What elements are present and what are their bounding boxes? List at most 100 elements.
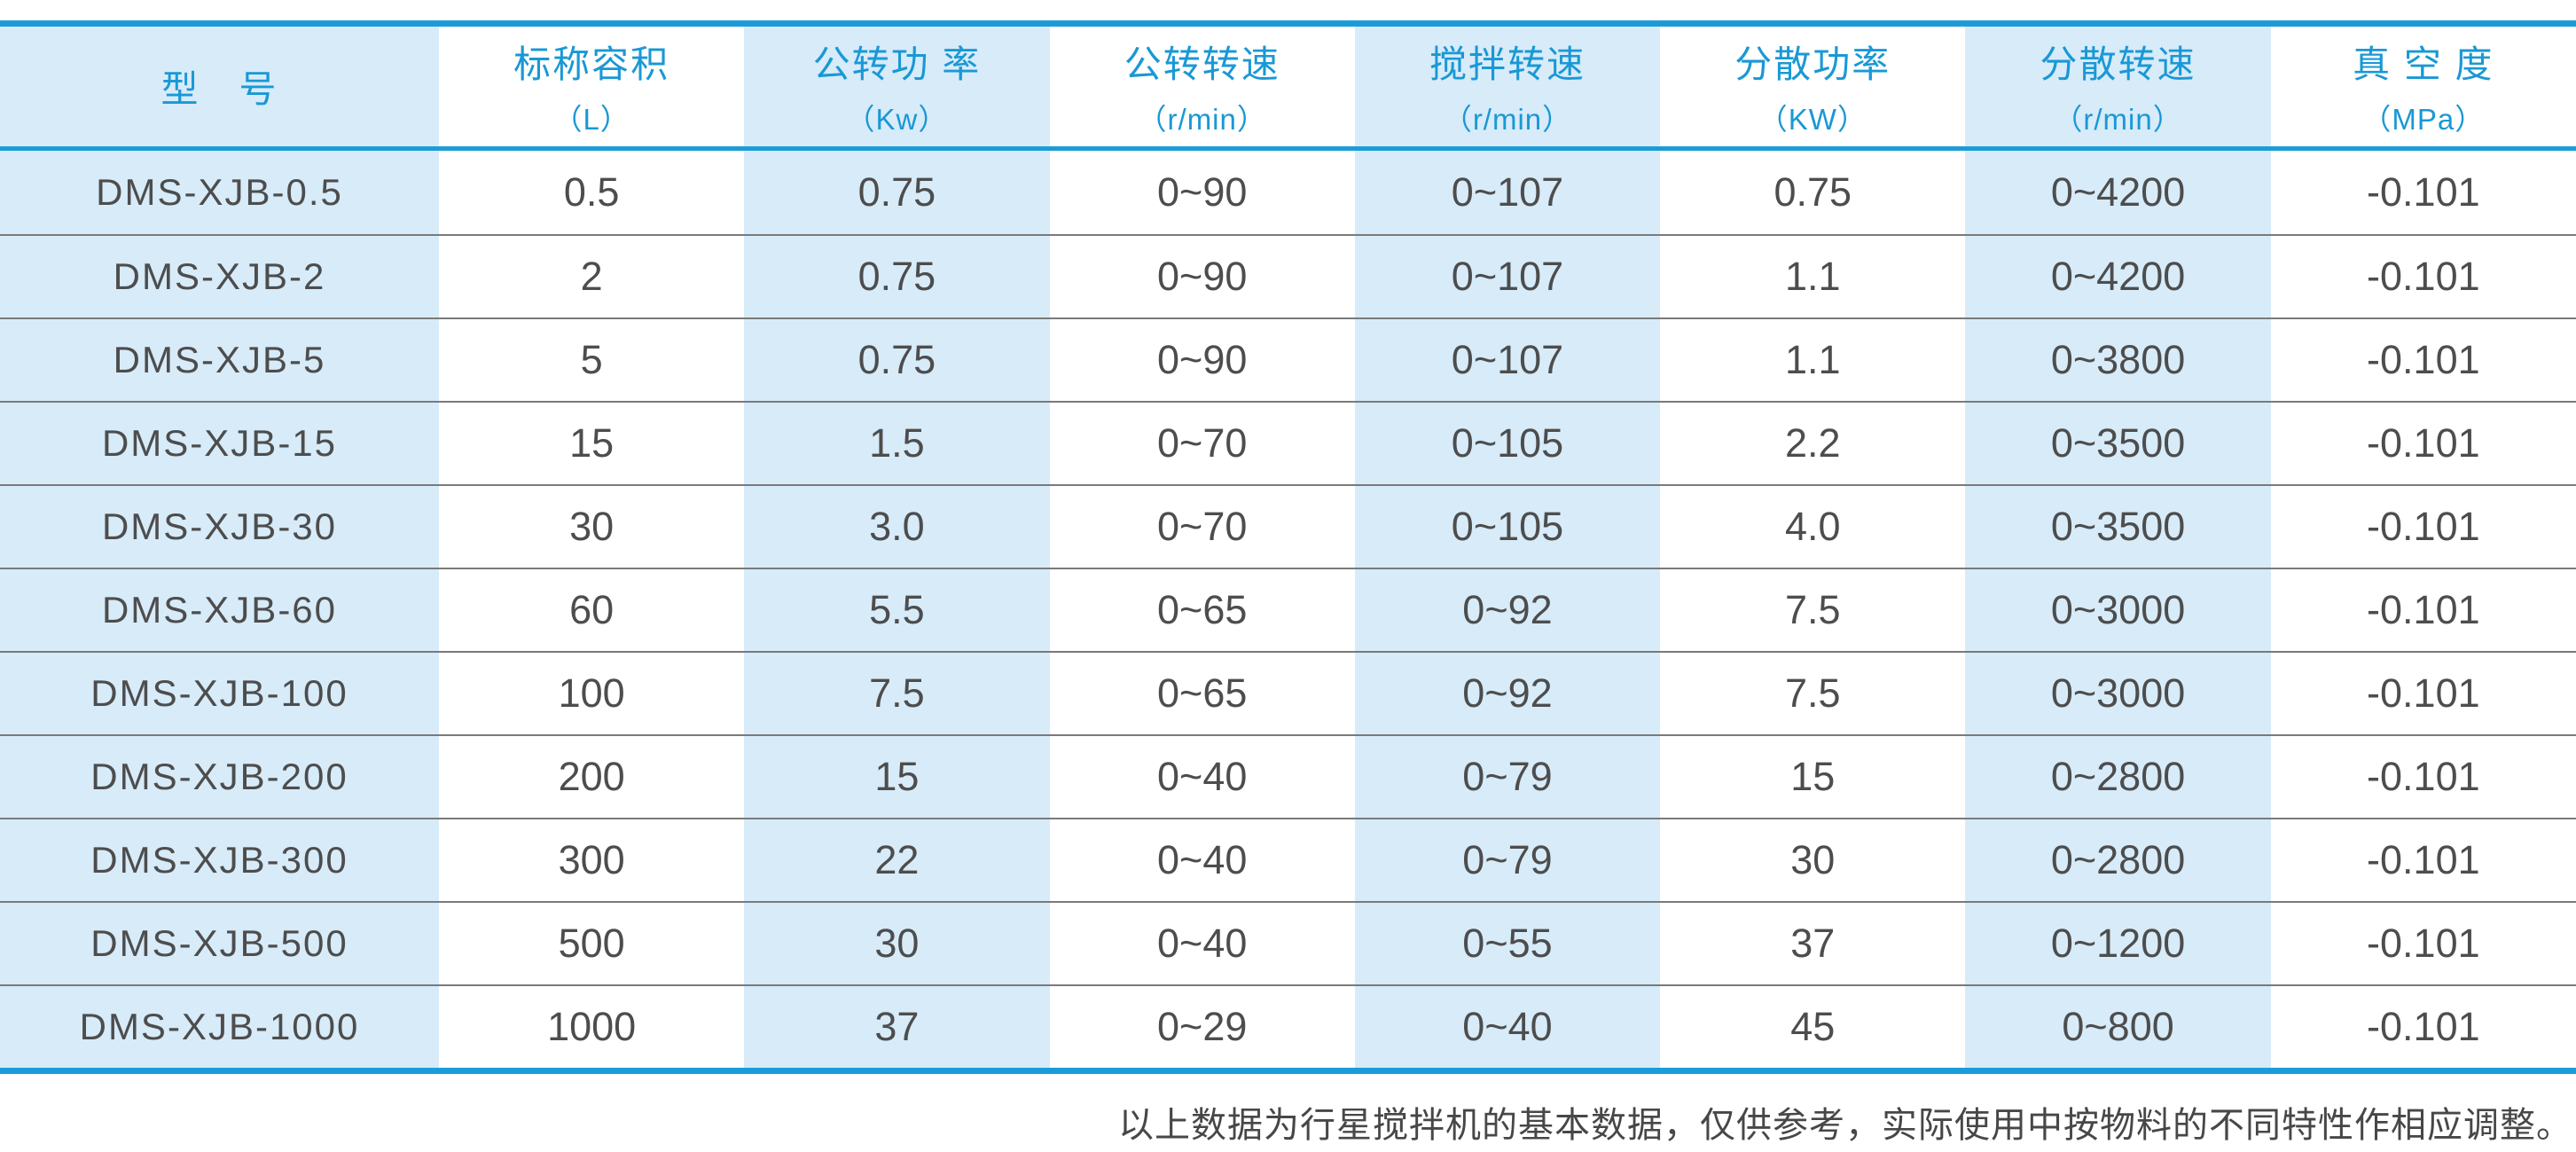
model-cell: DMS-XJB-200: [0, 736, 439, 818]
value-cell: 100: [558, 670, 625, 716]
model-cell: DMS-XJB-100: [0, 653, 439, 734]
column-unit: （KW）: [1758, 103, 1867, 136]
value-cell: 500: [558, 921, 625, 966]
value-cell: 0~2800: [1965, 736, 2271, 818]
table-row: DMS-XJB-1000 1000 37 0~29 0~40 45 0~800 -0.101: [0, 984, 2576, 1068]
value-cell: 0~40: [1354, 986, 1661, 1068]
value-cell: 0~105: [1354, 486, 1661, 568]
table-row: DMS-XJB-5 5 0.75 0~90 0~107 1.1 0~3800 -0.101: [0, 317, 2576, 401]
model-cell: DMS-XJB-5: [0, 319, 439, 401]
spec-table: 型 号 标称容积 （L） 公转功 率 （Kw） 公转转速 （r/min） 搅拌转…: [0, 20, 2576, 1074]
value-cell: 0~4200: [1965, 151, 2271, 234]
value-cell: 2.2: [1785, 420, 1841, 466]
model-cell: DMS-XJB-15: [0, 403, 439, 484]
column-unit: （r/min）: [1137, 103, 1267, 136]
table-row: DMS-XJB-15 15 1.5 0~70 0~105 2.2 0~3500 -0.101: [0, 401, 2576, 484]
value-cell: 1000: [547, 1004, 637, 1049]
table-row: DMS-XJB-30 30 3.0 0~70 0~105 4.0 0~3500 -0.101: [0, 484, 2576, 568]
table-row: DMS-XJB-60 60 5.5 0~65 0~92 7.5 0~3000 -0.101: [0, 568, 2576, 651]
value-cell: 0~3000: [1965, 653, 2271, 734]
value-cell: -0.101: [2367, 670, 2480, 716]
table-row: DMS-XJB-100 100 7.5 0~65 0~92 7.5 0~3000 -0.101: [0, 651, 2576, 734]
value-cell: 15: [1790, 754, 1836, 799]
value-cell: 0~29: [1157, 1004, 1248, 1049]
value-cell: -0.101: [2367, 169, 2480, 215]
value-cell: 0~3000: [1965, 569, 2271, 651]
column-unit: （r/min）: [2053, 103, 2183, 136]
value-cell: 0~65: [1157, 587, 1248, 632]
value-cell: 0~90: [1157, 254, 1248, 299]
value-cell: 0.75: [744, 236, 1050, 317]
column-title: 公转功 率: [812, 43, 982, 85]
value-cell: 4.0: [1785, 504, 1841, 549]
column-unit: （Kw）: [845, 103, 949, 136]
table-header-row: 型 号 标称容积 （L） 公转功 率 （Kw） 公转转速 （r/min） 搅拌转…: [0, 27, 2576, 151]
value-cell: 0.75: [1773, 169, 1852, 215]
table-body: DMS-XJB-0.5 0.5 0.75 0~90 0~107 0.75 0~4200 -0.…: [0, 151, 2576, 1068]
column-title: 分散转速: [2040, 43, 2196, 85]
value-cell: 0~79: [1354, 819, 1661, 901]
value-cell: 1.1: [1785, 254, 1841, 299]
table-row: DMS-XJB-300 300 22 0~40 0~79 30 0~2800 -0.101: [0, 818, 2576, 901]
value-cell: 0~107: [1354, 151, 1661, 234]
value-cell: -0.101: [2367, 754, 2480, 799]
model-cell: DMS-XJB-2: [0, 236, 439, 317]
value-cell: 0~3500: [1965, 486, 2271, 568]
value-cell: 0~70: [1157, 420, 1248, 466]
column-header-nominal-capacity: 标称容积 （L）: [439, 27, 744, 146]
value-cell: -0.101: [2367, 587, 2480, 632]
value-cell: 5: [580, 337, 603, 382]
value-cell: 0~3800: [1965, 319, 2271, 401]
value-cell: 0~92: [1354, 653, 1661, 734]
value-cell: -0.101: [2367, 337, 2480, 382]
value-cell: 0~800: [1965, 986, 2271, 1068]
value-cell: 0~4200: [1965, 236, 2271, 317]
column-header-dispersing-power: 分散功率 （KW）: [1660, 27, 1965, 146]
value-cell: 0~55: [1354, 903, 1661, 984]
value-cell: 60: [569, 587, 615, 632]
value-cell: 3.0: [744, 486, 1050, 568]
value-cell: 0~79: [1354, 736, 1661, 818]
value-cell: 7.5: [1785, 670, 1841, 716]
value-cell: 0~2800: [1965, 819, 2271, 901]
column-unit: （r/min）: [1442, 103, 1573, 136]
column-title: 真 空 度: [2353, 43, 2494, 85]
model-cell: DMS-XJB-0.5: [0, 151, 439, 234]
table-row: DMS-XJB-500 500 30 0~40 0~55 37 0~1200 -0.101: [0, 901, 2576, 984]
model-cell: DMS-XJB-60: [0, 569, 439, 651]
value-cell: 0~92: [1354, 569, 1661, 651]
model-cell: DMS-XJB-1000: [0, 986, 439, 1068]
value-cell: 0~65: [1157, 670, 1248, 716]
value-cell: 15: [569, 420, 615, 466]
value-cell: 7.5: [1785, 587, 1841, 632]
value-cell: 2: [580, 254, 603, 299]
value-cell: 15: [744, 736, 1050, 818]
table-row: DMS-XJB-0.5 0.5 0.75 0~90 0~107 0.75 0~4200 -0.…: [0, 151, 2576, 234]
value-cell: -0.101: [2367, 1004, 2480, 1049]
model-cell: DMS-XJB-300: [0, 819, 439, 901]
column-header-stirring-speed: 搅拌转速 （r/min）: [1354, 27, 1661, 146]
value-cell: 22: [744, 819, 1050, 901]
value-cell: 0~105: [1354, 403, 1661, 484]
value-cell: 37: [744, 986, 1050, 1068]
table-row: DMS-XJB-2 2 0.75 0~90 0~107 1.1 0~4200 -0.101: [0, 234, 2576, 317]
value-cell: 0.75: [744, 319, 1050, 401]
column-header-model: 型 号: [0, 27, 439, 146]
value-cell: 0.5: [563, 169, 620, 215]
value-cell: 0~70: [1157, 504, 1248, 549]
value-cell: 0~3500: [1965, 403, 2271, 484]
model-cell: DMS-XJB-30: [0, 486, 439, 568]
value-cell: 0~90: [1157, 169, 1248, 215]
value-cell: 0~107: [1354, 319, 1661, 401]
value-cell: -0.101: [2367, 420, 2480, 466]
model-cell: DMS-XJB-500: [0, 903, 439, 984]
value-cell: 37: [1790, 921, 1836, 966]
footer-note: 以上数据为行星搅拌机的基本数据，仅供参考，实际使用中按物料的不同特性作相应调整。: [1118, 1105, 2572, 1145]
value-cell: 0~1200: [1965, 903, 2271, 984]
value-cell: 200: [558, 754, 625, 799]
value-cell: -0.101: [2367, 837, 2480, 882]
column-title: 搅拌转速: [1429, 43, 1586, 85]
column-title: 型 号: [161, 68, 278, 110]
value-cell: 7.5: [744, 653, 1050, 734]
